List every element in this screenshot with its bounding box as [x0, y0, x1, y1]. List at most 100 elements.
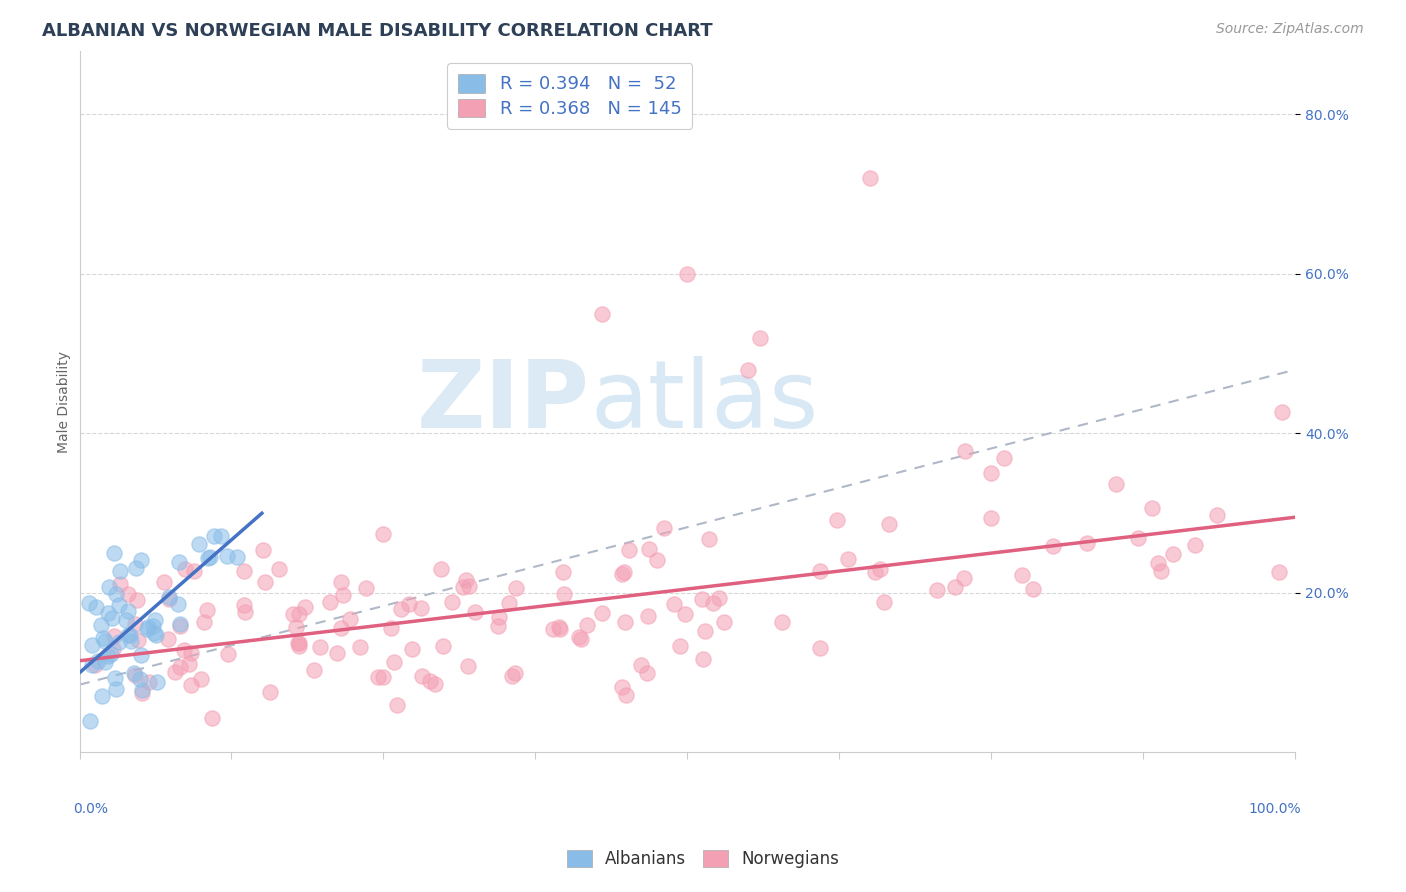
- Point: [180, 646, 202, 660]
- Point: [91, 631, 114, 645]
- Point: [702, 596, 724, 610]
- Point: [200, 550, 222, 565]
- Point: [569, 632, 592, 646]
- Point: [548, 620, 571, 634]
- Point: [1022, 582, 1045, 597]
- Y-axis label: Male Disability: Male Disability: [58, 351, 72, 452]
- Point: [288, 636, 311, 650]
- Point: [401, 641, 423, 656]
- Point: [233, 605, 256, 619]
- Point: [637, 608, 659, 623]
- Point: [131, 683, 153, 698]
- Point: [103, 629, 125, 643]
- Point: [254, 574, 277, 589]
- Point: [553, 587, 575, 601]
- Point: [451, 580, 474, 594]
- Point: [953, 444, 976, 458]
- Text: 0.0%: 0.0%: [73, 802, 108, 815]
- Point: [1147, 556, 1170, 570]
- Point: [131, 685, 153, 699]
- Point: [100, 647, 122, 661]
- Point: [107, 598, 129, 612]
- Point: [859, 171, 882, 186]
- Point: [143, 613, 166, 627]
- Point: [302, 663, 325, 677]
- Point: [233, 564, 256, 578]
- Point: [498, 596, 520, 610]
- Point: [287, 636, 309, 650]
- Point: [309, 640, 332, 655]
- Point: [138, 674, 160, 689]
- Point: [117, 604, 139, 618]
- Point: [98, 580, 121, 594]
- Point: [371, 527, 394, 541]
- Point: [339, 612, 361, 626]
- Point: [215, 549, 238, 563]
- Point: [697, 532, 720, 546]
- Point: [713, 615, 735, 629]
- Point: [101, 611, 124, 625]
- Point: [79, 714, 101, 729]
- Point: [925, 583, 948, 598]
- Point: [105, 587, 128, 601]
- Point: [169, 616, 191, 631]
- Point: [488, 619, 510, 633]
- Point: [108, 564, 131, 578]
- Legend: R = 0.394   N =  52, R = 0.368   N = 145: R = 0.394 N = 52, R = 0.368 N = 145: [447, 63, 692, 129]
- Point: [411, 669, 433, 683]
- Point: [614, 615, 637, 630]
- Point: [180, 678, 202, 692]
- Point: [1271, 405, 1294, 419]
- Point: [153, 575, 176, 590]
- Point: [458, 579, 481, 593]
- Point: [122, 666, 145, 681]
- Point: [1140, 501, 1163, 516]
- Point: [217, 647, 239, 661]
- Point: [195, 603, 218, 617]
- Point: [770, 615, 793, 629]
- Point: [501, 669, 523, 683]
- Point: [108, 634, 131, 648]
- Point: [269, 561, 291, 575]
- Point: [613, 566, 636, 580]
- Point: [664, 597, 686, 611]
- Point: [146, 675, 169, 690]
- Point: [551, 565, 574, 579]
- Point: [441, 595, 464, 609]
- Point: [226, 549, 249, 564]
- Point: [190, 672, 212, 686]
- Point: [409, 601, 432, 615]
- Point: [1011, 568, 1033, 582]
- Point: [252, 543, 274, 558]
- Point: [124, 616, 146, 631]
- Point: [179, 657, 201, 671]
- Point: [125, 593, 148, 607]
- Text: 100.0%: 100.0%: [1249, 802, 1302, 815]
- Point: [387, 698, 409, 712]
- Point: [129, 648, 152, 662]
- Point: [425, 676, 447, 690]
- Point: [675, 607, 697, 622]
- Point: [105, 681, 128, 696]
- Point: [980, 467, 1002, 481]
- Point: [1161, 547, 1184, 561]
- Point: [288, 607, 311, 621]
- Point: [692, 592, 714, 607]
- Point: [382, 655, 405, 669]
- Text: atlas: atlas: [591, 356, 818, 448]
- Point: [193, 615, 215, 629]
- Point: [183, 564, 205, 578]
- Point: [201, 711, 224, 725]
- Point: [616, 688, 638, 702]
- Point: [943, 580, 966, 594]
- Point: [869, 562, 891, 576]
- Point: [591, 307, 613, 321]
- Point: [1042, 539, 1064, 553]
- Point: [157, 590, 180, 604]
- Point: [142, 618, 165, 632]
- Point: [877, 517, 900, 532]
- Point: [636, 665, 658, 680]
- Point: [610, 566, 633, 581]
- Point: [591, 607, 613, 621]
- Point: [464, 605, 486, 619]
